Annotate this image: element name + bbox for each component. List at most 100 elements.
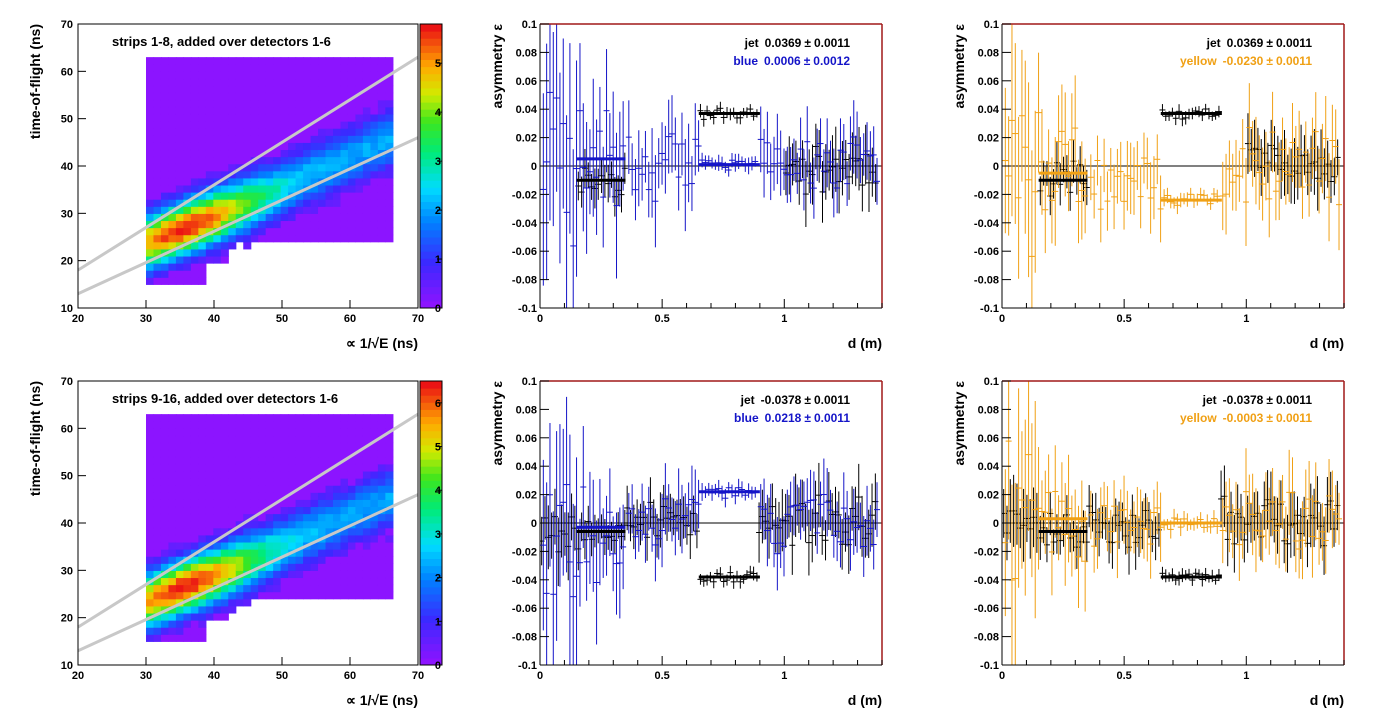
heatmap-cell: [146, 563, 155, 571]
heatmap-cell: [355, 499, 364, 508]
heatmap-cell: [213, 442, 222, 451]
heatmap-cell: [288, 78, 297, 87]
heatmap-cell: [243, 485, 252, 493]
y-tick-label: 0.04: [978, 461, 1000, 473]
heatmap-cell: [310, 213, 319, 222]
heatmap-cell: [153, 106, 162, 115]
y-tick-label: 0.02: [978, 490, 999, 502]
heatmap-cell: [295, 414, 304, 422]
heatmap-cell: [153, 513, 162, 522]
heatmap-cell: [258, 121, 267, 129]
heatmap-cell: [205, 513, 214, 522]
y-tick-label: 0: [531, 518, 537, 530]
heatmap-cell: [168, 541, 177, 550]
heatmap-cell: [235, 78, 244, 87]
heatmap-cell: [190, 177, 199, 186]
heatmap-cell: [250, 227, 259, 236]
heatmap-cell: [168, 591, 177, 600]
heatmap-cell: [198, 57, 207, 65]
heatmap-cell: [370, 206, 379, 214]
heatmap-cell: [355, 485, 364, 493]
heatmap-cell: [146, 556, 155, 564]
heatmap-cell: [213, 163, 222, 172]
colorbar-tick-label: 6: [435, 398, 441, 410]
heatmap-cell: [325, 92, 334, 101]
heatmap-cell: [347, 421, 357, 429]
heatmap-cell: [333, 485, 342, 493]
heatmap-cell: [362, 534, 371, 543]
heatmap-cell: [288, 213, 297, 222]
heatmap-cell: [168, 92, 177, 101]
heatmap-cell: [168, 605, 177, 614]
heatmap-cell: [362, 64, 371, 72]
heatmap-cell: [190, 414, 199, 422]
heatmap-cell: [243, 206, 252, 214]
heatmap-cell: [243, 442, 252, 451]
heatmap-cell: [377, 577, 386, 586]
heatmap-cell: [235, 541, 244, 550]
heatmap-cell: [205, 163, 214, 172]
heatmap-cell: [280, 128, 289, 136]
heatmap-cell: [310, 556, 319, 564]
heatmap-cell: [153, 591, 162, 600]
heatmap-cell: [310, 128, 319, 136]
heatmap-cell: [168, 520, 177, 529]
heatmap-cell: [385, 442, 394, 451]
heatmap-cell: [273, 541, 282, 550]
x-tick-label: 1: [781, 670, 787, 682]
heatmap-cell: [168, 227, 177, 236]
heatmap-cell: [333, 99, 342, 108]
heatmap-cell: [213, 499, 222, 508]
heatmap-cell: [265, 478, 274, 486]
heatmap-cell: [325, 199, 334, 207]
legend-entry: blue 0.0006 ±0.0012: [733, 54, 850, 68]
heatmap-cell: [213, 85, 222, 94]
heatmap-cell: [205, 470, 214, 479]
heatmap-cell: [205, 92, 214, 101]
heatmap-cell: [198, 513, 207, 522]
heatmap-cell: [355, 99, 364, 108]
heatmap-cell: [250, 170, 259, 179]
heatmap-cell: [160, 435, 170, 444]
heatmap-cell: [213, 428, 222, 437]
heatmap-cell: [190, 99, 199, 108]
heatmap-cell: [168, 463, 177, 472]
colorbar-segment: [420, 381, 442, 389]
heatmap-cell: [213, 527, 222, 536]
heatmap-cell: [333, 506, 342, 515]
heatmap-cell: [303, 470, 312, 479]
heatmap-cell: [288, 463, 297, 472]
heatmap-cell: [273, 456, 282, 465]
heatmap-cell: [258, 57, 267, 65]
heatmap-cell: [220, 435, 229, 444]
heatmap-cell: [347, 470, 357, 479]
heatmap-cell: [377, 92, 386, 101]
heatmap-cell: [160, 128, 170, 136]
heatmap-cell: [168, 149, 177, 158]
heatmap-cell: [280, 71, 289, 80]
heatmap-cell: [220, 149, 229, 158]
heatmap-cell: [258, 570, 267, 579]
heatmap-cell: [168, 435, 177, 444]
heatmap-cell: [250, 234, 259, 243]
heatmap-cell: [362, 577, 371, 586]
heatmap-cell: [280, 435, 289, 444]
heatmap-cell: [325, 506, 334, 515]
heatmap-cell: [168, 121, 177, 129]
heatmap-cell: [295, 499, 304, 508]
heatmap-cell: [295, 570, 304, 579]
heatmap-cell: [355, 506, 364, 515]
heatmap-cell: [183, 92, 192, 101]
heatmap-cell: [228, 556, 237, 564]
heatmap-cell: [273, 520, 282, 529]
heatmap-cell: [318, 584, 327, 593]
heatmap-cell: [243, 499, 252, 508]
heatmap-cell: [228, 470, 237, 479]
heatmap-cell: [288, 170, 297, 179]
heatmap-cell: [288, 591, 297, 600]
heatmap-cell: [303, 549, 312, 557]
heatmap-cell: [280, 170, 289, 179]
heatmap-cell: [160, 184, 170, 193]
heatmap-cell: [333, 64, 342, 72]
heatmap-cell: [370, 163, 379, 172]
